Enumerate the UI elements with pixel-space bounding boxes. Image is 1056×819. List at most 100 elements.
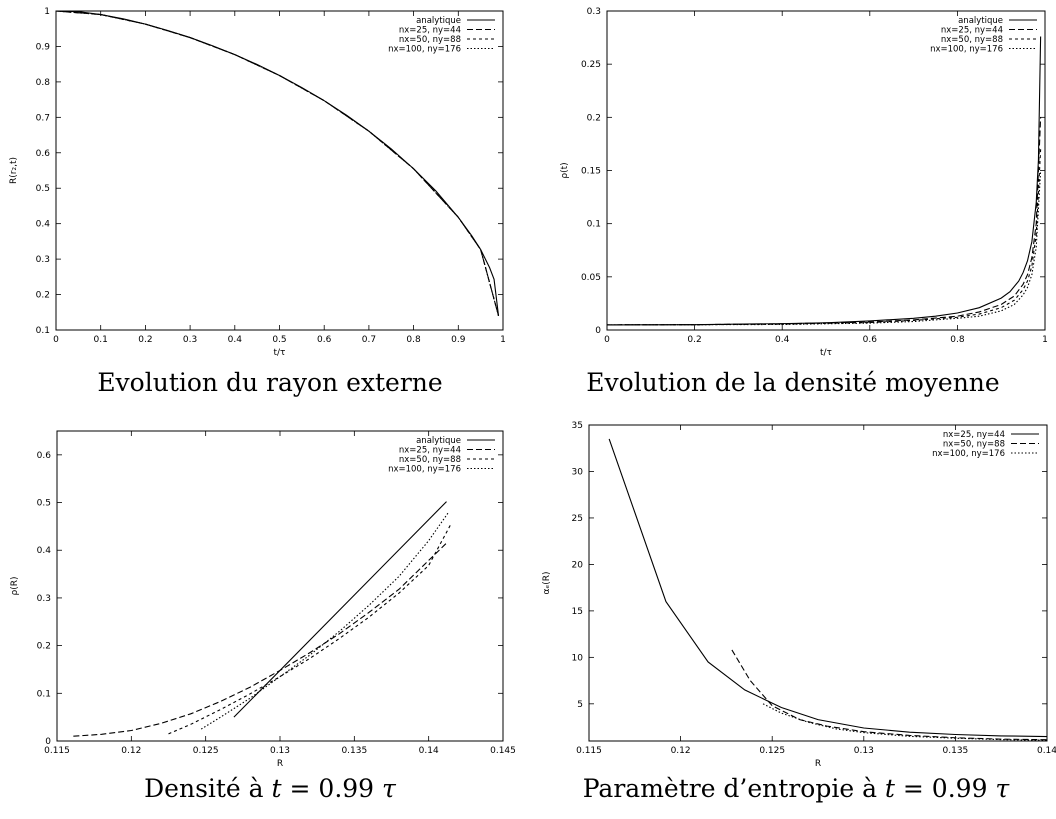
series-line-1 (607, 117, 1042, 326)
chart-entropy-parameter: 0.115 0.12 0.125 0.13 0.135 0.14 5 10 15 20 25 30 35… (542, 421, 1056, 769)
x-axis-label: R (815, 759, 821, 769)
y-tick-label: 0.1 (587, 220, 601, 230)
legend-label: nx=50, ny=88 (943, 440, 1005, 450)
y-tick-label: 0.4 (36, 220, 51, 230)
x-tick-label: 0.13 (854, 746, 874, 756)
x-tick-label: 0.13 (270, 746, 290, 756)
y-tick-label: 0.3 (587, 7, 601, 17)
caption-var: t (271, 774, 282, 803)
panel-outer-radius: 0 0.1 0.2 0.3 0.4 0.5 0.6 0.7 0.8 0.9 1 0.1 0.2 0.3 0.… (0, 0, 528, 380)
caption-outer-radius: Evolution du rayon externe (0, 368, 540, 397)
y-tick-label: 0 (595, 326, 601, 336)
caption-text: Evolution de la densité moyenne (586, 368, 1000, 397)
x-tick-label: 0.115 (576, 746, 602, 756)
legend-label: nx=50, ny=88 (941, 35, 1003, 45)
legend-label: nx=100, ny=176 (932, 449, 1005, 459)
panel-density-profile: 0.115 0.12 0.125 0.13 0.135 0.14 0.145 0 0.1 0.2 0… (0, 412, 528, 782)
x-tick-label: 0.12 (671, 746, 691, 756)
y-tick-label: 25 (572, 514, 583, 524)
plot-frame (56, 430, 504, 742)
series-line-0 (56, 11, 500, 316)
y-tick-label: 35 (572, 421, 583, 431)
x-tick-label: 0.6 (317, 335, 332, 345)
x-tick-label: 0.145 (490, 746, 516, 756)
y-tick-label: 0.7 (36, 113, 50, 123)
y-tick-label: 1 (44, 7, 50, 17)
x-tick-label: 0.14 (1037, 746, 1056, 756)
series-line-2 (607, 149, 1042, 326)
y-tick-label: 30 (572, 467, 584, 477)
legend-label: nx=25, ny=44 (399, 26, 461, 36)
y-tick-label: 10 (572, 653, 584, 663)
y-tick-label: 5 (577, 700, 583, 710)
y-tick-label: 0.3 (37, 594, 51, 604)
series-line-0 (233, 501, 447, 718)
y-tick-label: 0.1 (37, 689, 51, 699)
legend-label: analytique (416, 436, 461, 446)
x-tick-label: 1 (500, 335, 506, 345)
y-tick-label: 0 (45, 737, 51, 747)
series-line-1 (73, 542, 447, 737)
y-tick-label: 0.15 (581, 167, 601, 177)
x-axis-label: t/τ (274, 348, 286, 358)
y-tick-label: 0.5 (36, 184, 50, 194)
series-line-2 (762, 703, 1047, 741)
y-tick-label: 0.2 (587, 113, 601, 123)
series-line-3 (607, 170, 1042, 326)
x-tick-label: 0.2 (138, 335, 152, 345)
x-tick-label: 0.4 (228, 335, 243, 345)
x-tick-label: 0.8 (406, 335, 421, 345)
series-line-1 (731, 649, 1047, 741)
y-tick-label: 0.2 (37, 642, 51, 652)
x-tick-label: 0.135 (943, 746, 969, 756)
panel-entropy-parameter: 0.115 0.12 0.125 0.13 0.135 0.14 5 10 15 20 25 30 35… (528, 412, 1056, 782)
y-tick-label: 20 (572, 560, 584, 570)
x-tick-label: 0.125 (193, 746, 219, 756)
x-tick-label: 0.12 (121, 746, 141, 756)
caption-tau: τ (995, 774, 1010, 803)
legend-label: nx=50, ny=88 (399, 35, 461, 45)
y-axis-label: αₑ(R) (542, 572, 552, 595)
y-tick-label: 0.3 (36, 255, 50, 265)
y-axis-label: R(r₂,t) (9, 157, 19, 184)
caption-density-profile: Densité à t = 0.99 τ (0, 774, 540, 803)
legend-label: analytique (958, 16, 1003, 26)
series-line-0 (608, 438, 1047, 738)
plot-frame (606, 10, 1046, 331)
x-tick-label: 0.1 (94, 335, 108, 345)
series-line-0 (607, 36, 1042, 326)
caption-text: = 0.99 (281, 774, 383, 803)
legend-label: nx=25, ny=44 (399, 446, 461, 456)
y-tick-label: 0.5 (37, 499, 51, 509)
x-tick-label: 0.5 (272, 335, 286, 345)
plot-frame (55, 10, 504, 331)
legend-label: nx=100, ny=176 (930, 45, 1003, 55)
x-tick-label: 0 (604, 335, 610, 345)
y-tick-label: 0.9 (36, 42, 51, 52)
x-tick-label: 0.115 (44, 746, 70, 756)
legend-label: nx=25, ny=44 (941, 26, 1003, 36)
caption-entropy-parameter: Paramètre d’entropie à t = 0.99 τ (536, 774, 1056, 803)
series-line-1 (56, 11, 500, 316)
y-axis-label: ρ(t) (560, 162, 570, 178)
x-tick-label: 0.14 (419, 746, 439, 756)
series-line-2 (56, 11, 500, 316)
x-tick-label: 0.8 (950, 335, 965, 345)
x-tick-label: 0.7 (362, 335, 376, 345)
y-tick-label: 0.8 (36, 78, 51, 88)
legend-label: analytique (416, 16, 461, 26)
y-tick-label: 0.1 (36, 326, 50, 336)
x-tick-label: 0.6 (863, 335, 878, 345)
caption-tau: τ (382, 774, 396, 803)
y-tick-label: 0.25 (581, 60, 601, 70)
panel-mean-density: 0 0.2 0.4 0.6 0.8 1 0 0.05 0.1 0.15 0.2 0.25 0.3 t/τ ρ… (528, 0, 1056, 380)
x-tick-label: 0.9 (451, 335, 466, 345)
legend-label: nx=50, ny=88 (399, 455, 461, 465)
plot-frame (588, 424, 1048, 742)
series-line-2 (168, 523, 452, 735)
x-tick-label: 0 (53, 335, 59, 345)
caption-var: t (884, 774, 895, 803)
caption-text: Paramètre d’entropie à (582, 774, 885, 803)
y-tick-label: 0.05 (581, 273, 601, 283)
legend-label: nx=100, ny=176 (388, 465, 461, 475)
